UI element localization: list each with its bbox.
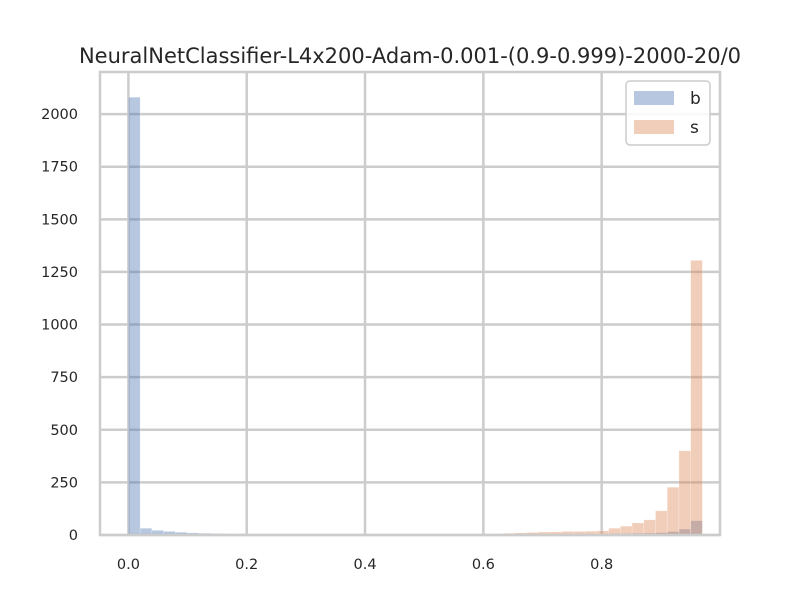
legend-label-s: s	[690, 118, 699, 138]
plot-frame	[98, 70, 722, 537]
x-axis: 0.0 0.2 0.4 0.6 0.8	[117, 557, 613, 573]
histogram-bar-s	[655, 510, 668, 536]
y-tick-label: 750	[50, 370, 78, 386]
y-tick-label: 1750	[41, 160, 78, 176]
y-tick-label: 1250	[41, 265, 78, 281]
histogram-bar-s	[643, 519, 656, 536]
y-tick-label: 250	[50, 475, 78, 491]
chart-title: NeuralNetClassifier-L4x200-Adam-0.001-(0…	[79, 44, 741, 68]
y-tick-label: 500	[50, 423, 78, 439]
legend-swatch-s	[634, 120, 674, 134]
x-tick-label: 0.4	[354, 557, 377, 573]
plot-area	[98, 70, 722, 537]
x-tick-label: 0.2	[235, 557, 258, 573]
histogram-bar-s	[631, 522, 645, 536]
y-axis: 0 250 500 750 1000 1250 1500 1750 2000	[41, 107, 78, 544]
legend: b s	[625, 80, 711, 146]
histogram-bar-s	[620, 525, 633, 536]
histogram-bar-s	[690, 260, 703, 536]
legend-label-b: b	[690, 89, 701, 109]
y-tick-label: 1000	[41, 318, 78, 334]
histogram-bar-b	[128, 96, 141, 536]
histogram-bar-s	[678, 450, 691, 536]
x-tick-label: 0.0	[117, 557, 140, 573]
y-tick-label: 2000	[41, 107, 78, 123]
legend-swatch-b	[634, 91, 674, 105]
histogram-bar-s	[666, 486, 680, 536]
plot-background	[100, 72, 720, 535]
y-tick-label: 0	[69, 528, 78, 544]
legend-box	[625, 80, 711, 146]
y-tick-label: 1500	[41, 212, 78, 228]
x-tick-label: 0.8	[590, 557, 613, 573]
x-tick-label: 0.6	[472, 557, 495, 573]
